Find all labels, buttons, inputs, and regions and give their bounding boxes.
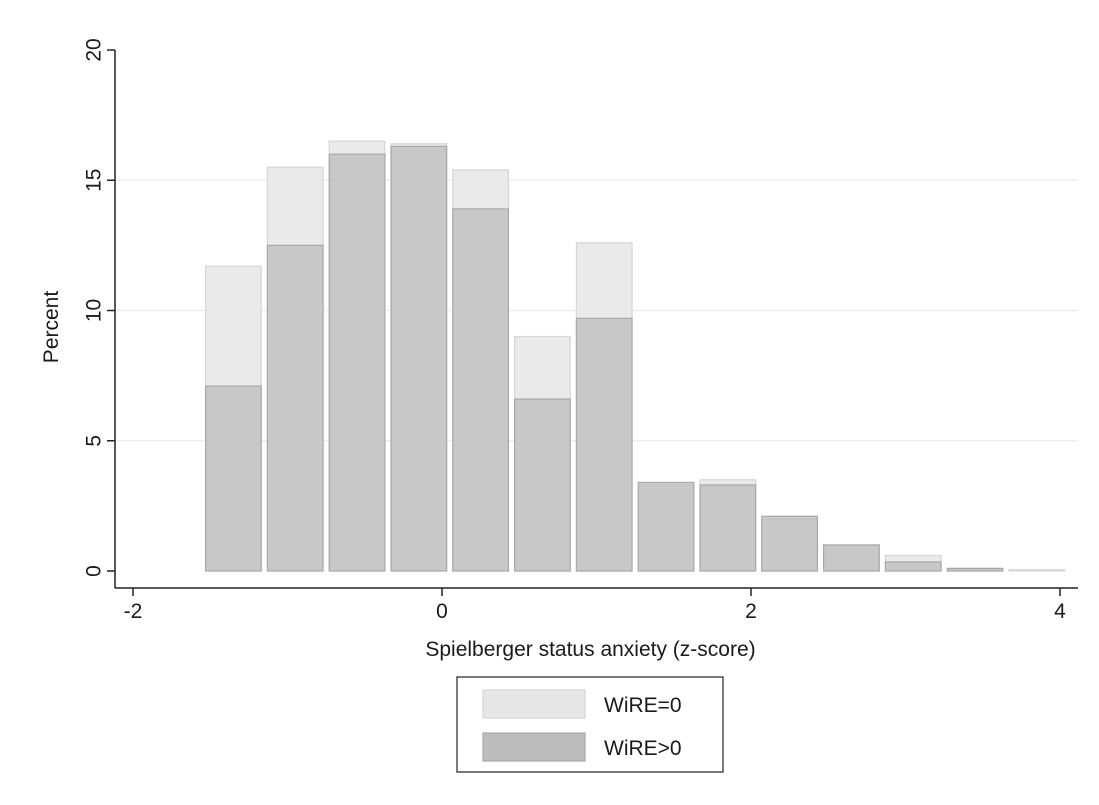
bar-series1-bin2 xyxy=(328,153,386,572)
bars xyxy=(205,140,1066,572)
legend: WiRE=0 WiRE>0 xyxy=(456,676,724,773)
y-tick-label-3: 15 xyxy=(82,169,105,192)
bar-series1-bin4 xyxy=(452,208,510,572)
y-tick-label-4: 20 xyxy=(82,38,105,61)
bar-series1-bin9 xyxy=(761,515,819,572)
bar-series1-bin0 xyxy=(205,385,262,572)
bar-series1-bin1 xyxy=(266,244,324,572)
y-tick-label-1: 5 xyxy=(82,435,105,447)
y-tick-label-0: 0 xyxy=(82,565,105,577)
x-tick-label-2: 2 xyxy=(745,600,757,623)
x-tick-label-1: 0 xyxy=(436,600,448,623)
bar-series1-bin3 xyxy=(390,145,448,572)
legend-label-wire-pos: WiRE>0 xyxy=(604,737,682,760)
legend-swatch-wire-pos xyxy=(482,732,586,762)
legend-swatch-wire0 xyxy=(482,689,586,719)
bar-series1-bin10 xyxy=(823,544,880,572)
bar-series1-bin11 xyxy=(884,561,942,572)
legend-label-wire0: WiRE=0 xyxy=(604,694,682,717)
axes xyxy=(114,50,1078,589)
ticks: 0 5 10 15 20 -2 0 2 4 xyxy=(82,38,1066,623)
bar-series1-bin8 xyxy=(699,484,757,572)
bar-series1-bin6 xyxy=(575,317,633,572)
bar-series0-bin13 xyxy=(1008,569,1066,572)
y-axis-title: Percent xyxy=(40,291,63,364)
x-tick-label-0: -2 xyxy=(124,600,143,623)
y-tick-label-2: 10 xyxy=(82,299,105,322)
x-axis-title: Spielberger status anxiety (z-score) xyxy=(425,638,755,661)
bar-series1-bin12 xyxy=(946,567,1004,572)
bar-series1-bin5 xyxy=(514,398,571,572)
bar-series1-bin7 xyxy=(637,481,695,572)
x-tick-label-3: 4 xyxy=(1054,600,1066,623)
